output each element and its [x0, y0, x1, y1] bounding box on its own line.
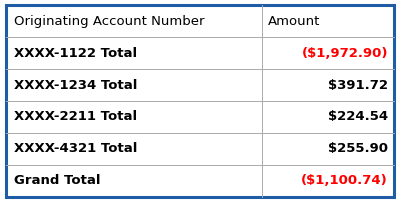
Text: XXXX-2211 Total: XXXX-2211 Total — [14, 110, 137, 123]
FancyBboxPatch shape — [6, 5, 394, 197]
Text: XXXX-4321 Total: XXXX-4321 Total — [14, 142, 137, 156]
Text: Amount: Amount — [268, 15, 320, 27]
Text: $224.54: $224.54 — [328, 110, 388, 123]
Text: XXXX-1122 Total: XXXX-1122 Total — [14, 46, 137, 60]
Text: ($1,100.74): ($1,100.74) — [301, 175, 388, 187]
Text: Originating Account Number: Originating Account Number — [14, 15, 204, 27]
Text: $255.90: $255.90 — [328, 142, 388, 156]
Text: XXXX-1234 Total: XXXX-1234 Total — [14, 79, 137, 92]
Text: ($1,972.90): ($1,972.90) — [302, 46, 388, 60]
Text: Grand Total: Grand Total — [14, 175, 100, 187]
Text: $391.72: $391.72 — [328, 79, 388, 92]
